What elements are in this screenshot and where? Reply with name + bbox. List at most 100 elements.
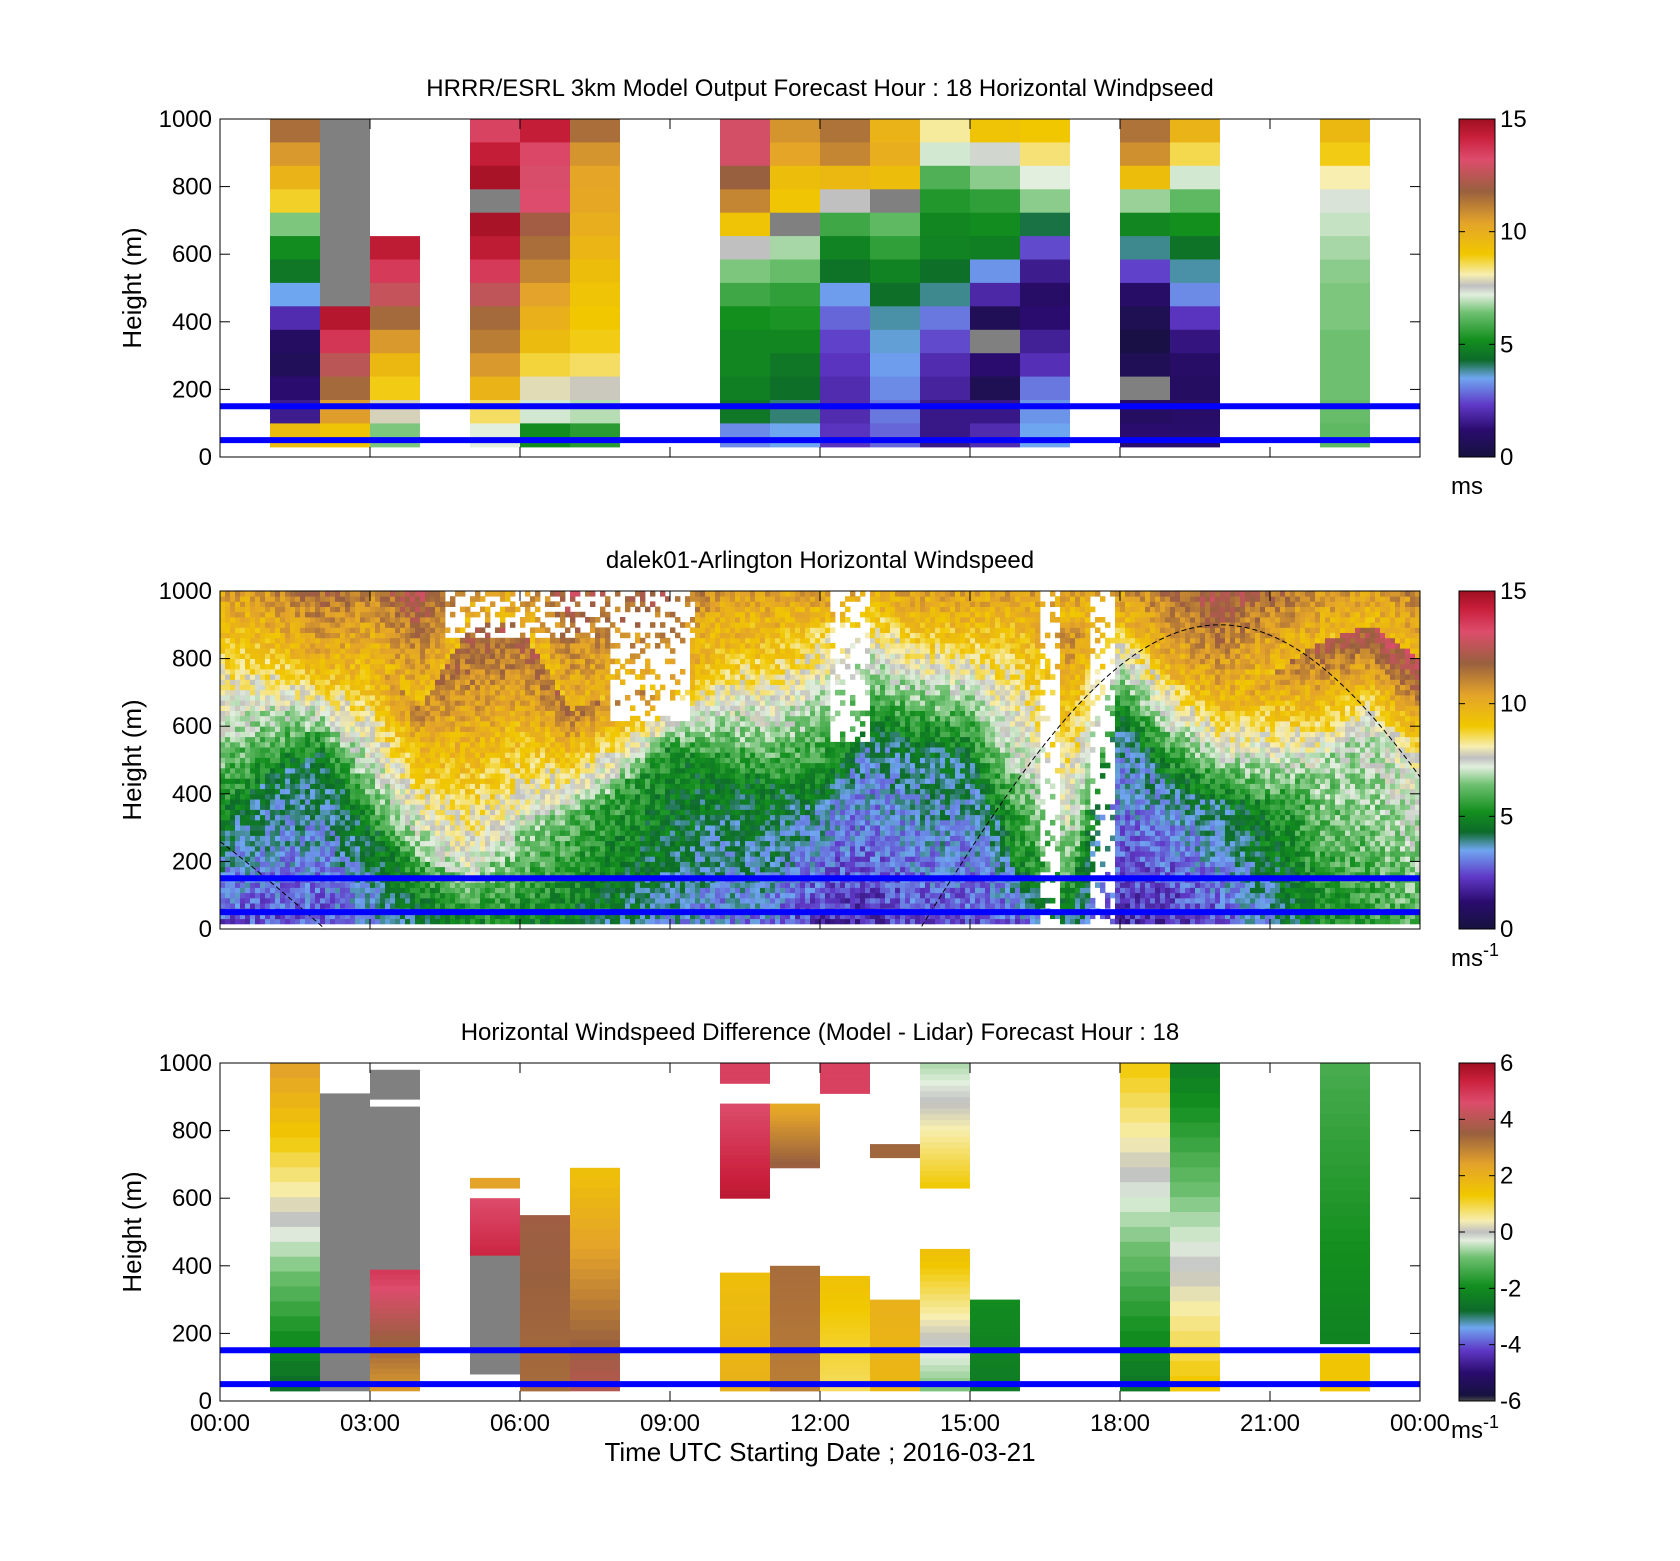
lidar-cell — [480, 684, 486, 691]
lidar-cell — [315, 825, 321, 831]
model-cell — [870, 189, 920, 214]
lidar-cell — [255, 809, 261, 816]
lidar-cell — [225, 710, 231, 717]
lidar-cell — [520, 793, 526, 800]
lidar-cell — [540, 721, 546, 727]
lidar-cell — [345, 804, 351, 810]
lidar-cell — [520, 882, 526, 888]
lidar-cell — [230, 882, 236, 888]
lidar-cell — [365, 882, 371, 888]
lidar-cell — [395, 689, 401, 696]
lidar-cell — [335, 840, 341, 847]
lidar-cell — [225, 617, 231, 623]
colorbar-tick-label: 15 — [1500, 106, 1527, 133]
lidar-cell — [545, 897, 551, 904]
lidar-cell — [220, 689, 226, 696]
lidar-cell — [405, 736, 411, 743]
lidar-cell — [530, 767, 536, 774]
lidar-cell — [505, 752, 511, 758]
model-cell — [920, 423, 970, 448]
lidar-cell — [580, 653, 586, 659]
lidar-cell — [565, 700, 571, 706]
model-cell — [320, 236, 370, 261]
lidar-cell — [330, 721, 336, 727]
lidar-cell — [365, 695, 371, 701]
lidar-cell — [390, 830, 396, 836]
model-cell — [870, 353, 920, 378]
lidar-cell — [570, 804, 576, 810]
lidar-cell — [225, 679, 231, 685]
lidar-cell — [495, 752, 501, 758]
lidar-cell — [580, 913, 586, 920]
lidar-cell — [420, 596, 426, 602]
lidar-cell — [330, 726, 336, 732]
lidar-cell — [275, 591, 281, 597]
lidar-cell — [600, 887, 606, 894]
lidar-cell — [300, 856, 306, 862]
lidar-cell — [335, 669, 341, 675]
lidar-cell — [420, 684, 426, 691]
lidar-cell — [255, 658, 261, 665]
lidar-cell — [320, 669, 326, 675]
lidar-cell — [380, 856, 386, 862]
lidar-cell — [575, 601, 581, 607]
lidar-cell — [545, 799, 551, 805]
lidar-cell — [260, 897, 266, 904]
lidar-cell — [370, 721, 376, 727]
lidar-cell — [250, 705, 256, 711]
lidar-cell — [315, 710, 321, 717]
lidar-cell — [325, 632, 331, 639]
lidar-cell — [480, 861, 486, 868]
lidar-cell — [470, 767, 476, 774]
lidar-cell — [535, 747, 541, 753]
lidar-cell — [355, 658, 361, 665]
lidar-cell — [275, 819, 281, 826]
lidar-cell — [420, 741, 426, 748]
lidar-cell — [485, 840, 491, 847]
lidar-cell — [530, 804, 536, 810]
lidar-cell — [255, 622, 261, 628]
lidar-cell — [300, 845, 306, 852]
lidar-cell — [560, 918, 566, 925]
lidar-cell — [445, 825, 451, 831]
lidar-cell — [410, 611, 416, 618]
lidar-cell — [450, 689, 456, 696]
lidar-cell — [310, 601, 316, 607]
model-cell — [920, 189, 970, 214]
lidar-cell — [230, 606, 236, 613]
lidar-cell — [310, 648, 316, 654]
lidar-cell — [395, 715, 401, 722]
lidar-cell — [440, 799, 446, 805]
lidar-cell — [360, 669, 366, 675]
lidar-cell — [515, 814, 521, 821]
lidar-cell — [565, 809, 571, 816]
lidar-cell — [420, 903, 426, 909]
lidar-cell — [290, 663, 296, 670]
lidar-cell — [530, 689, 536, 696]
lidar-cell — [490, 731, 496, 738]
lidar-cell — [430, 825, 436, 831]
lidar-cell — [320, 897, 326, 904]
lidar-cell — [400, 700, 406, 706]
lidar-cell — [545, 596, 551, 602]
lidar-cell — [520, 601, 526, 607]
lidar-cell — [335, 799, 341, 805]
lidar-cell — [455, 747, 461, 753]
lidar-cell — [580, 767, 586, 774]
lidar-cell — [555, 851, 561, 857]
lidar-cell — [315, 762, 321, 769]
lidar-cell — [390, 851, 396, 857]
panel-model-ylabel: Height (m) — [117, 227, 147, 348]
lidar-cell — [275, 892, 281, 899]
lidar-cell — [535, 773, 541, 779]
lidar-cell — [490, 887, 496, 894]
lidar-cell — [295, 757, 301, 764]
lidar-cell — [420, 591, 426, 597]
lidar-cell — [460, 882, 466, 888]
lidar-cell — [305, 866, 311, 873]
lidar-cell — [260, 757, 266, 764]
lidar-cell — [430, 830, 436, 836]
lidar-cell — [490, 835, 496, 842]
lidar-cell — [390, 892, 396, 899]
lidar-cell — [500, 793, 506, 800]
